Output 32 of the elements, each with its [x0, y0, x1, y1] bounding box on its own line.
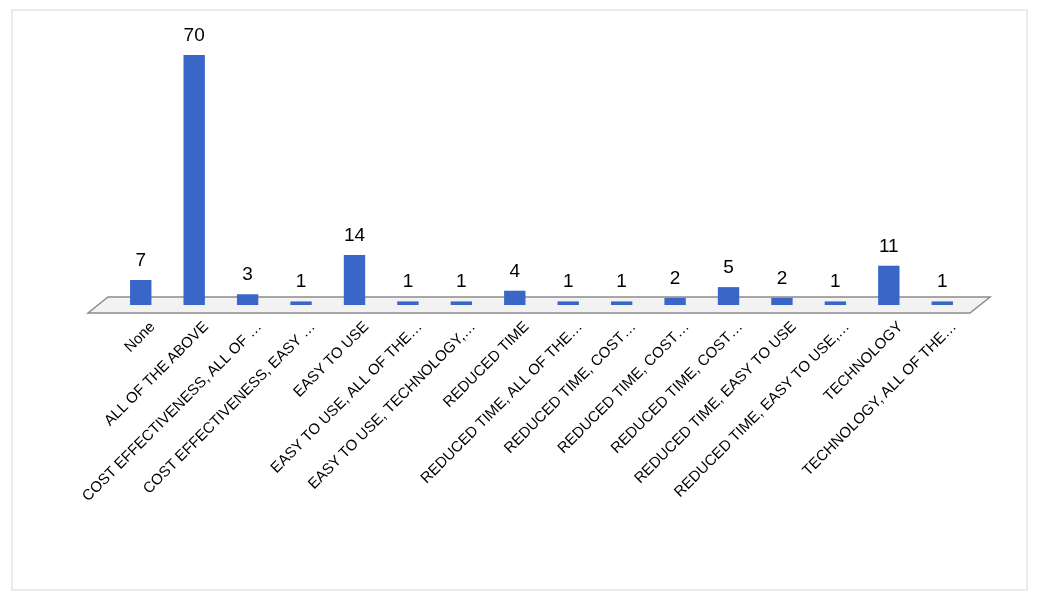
data-label: 5 — [723, 256, 734, 278]
data-label: 14 — [343, 224, 366, 245]
bar — [664, 297, 686, 305]
bar — [610, 301, 633, 305]
data-label: 11 — [878, 234, 899, 256]
bar — [397, 301, 419, 305]
data-label: 1 — [936, 270, 948, 292]
data-label: 2 — [776, 266, 788, 288]
data-label: 70 — [183, 24, 205, 45]
bar — [236, 294, 259, 305]
data-label: 4 — [509, 259, 521, 281]
bar — [931, 301, 953, 305]
data-label: 7 — [135, 249, 147, 270]
data-label: 1 — [402, 270, 414, 292]
bar — [450, 301, 473, 305]
bar — [717, 287, 740, 305]
bar — [557, 301, 579, 305]
data-label: 3 — [242, 263, 253, 285]
data-label: 2 — [669, 266, 681, 288]
bar — [183, 55, 205, 305]
bar — [771, 297, 793, 305]
bar — [878, 265, 900, 305]
data-label: 1 — [456, 270, 467, 292]
data-label: 1 — [295, 270, 307, 292]
bar — [130, 280, 152, 305]
data-label: 1 — [830, 270, 841, 292]
bar — [343, 255, 366, 305]
bar — [504, 290, 526, 305]
bar — [824, 301, 847, 305]
bar — [290, 301, 312, 305]
data-label: 1 — [616, 270, 627, 292]
data-label: 1 — [562, 270, 574, 292]
